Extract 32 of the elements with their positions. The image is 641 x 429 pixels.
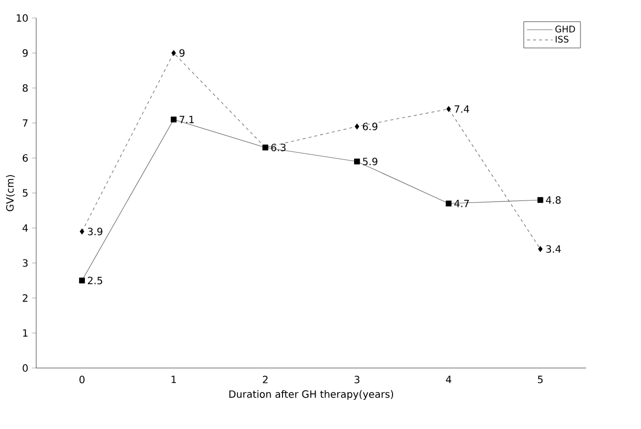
y-tick-label: 0 <box>22 364 28 372</box>
data-label: 9 <box>179 49 184 57</box>
y-tick-label: 4 <box>22 224 28 232</box>
x-axis-title: Duration after GH therapy(years) <box>229 390 394 400</box>
y-tick-label: 2 <box>22 294 28 302</box>
data-label: 7.4 <box>454 105 470 113</box>
y-tick-label: 10 <box>16 14 28 22</box>
y-tick-label: 8 <box>22 84 28 92</box>
x-tick-label: 2 <box>262 376 268 384</box>
y-tick-label: 6 <box>22 154 28 162</box>
data-label: 7.1 <box>180 116 194 124</box>
data-label: 2.5 <box>88 276 102 284</box>
x-tick-label: 5 <box>538 376 543 384</box>
x-tick-label: 1 <box>172 376 176 384</box>
y-tick-label: 5 <box>22 189 28 197</box>
y-tick-label: 1 <box>23 329 28 337</box>
data-label: 6.9 <box>362 122 378 130</box>
data-label: 4.8 <box>546 196 561 204</box>
legend-label: GHD <box>555 26 575 32</box>
data-label: 4.7 <box>454 200 469 208</box>
x-tick-label: 4 <box>446 376 452 384</box>
y-tick-label: 9 <box>22 49 28 57</box>
data-label: 5.9 <box>362 158 378 166</box>
y-axis-title: GV(cm) <box>6 175 15 212</box>
y-tick-label: 3 <box>22 259 28 267</box>
x-tick-label: 0 <box>79 376 85 384</box>
data-label: 3.4 <box>546 245 561 253</box>
legend-label: ISS <box>556 36 568 43</box>
data-label: 6.3 <box>271 144 286 152</box>
data-label: 3.9 <box>88 228 102 236</box>
x-tick-label: 3 <box>354 376 360 384</box>
y-tick-label: 7 <box>22 119 28 127</box>
